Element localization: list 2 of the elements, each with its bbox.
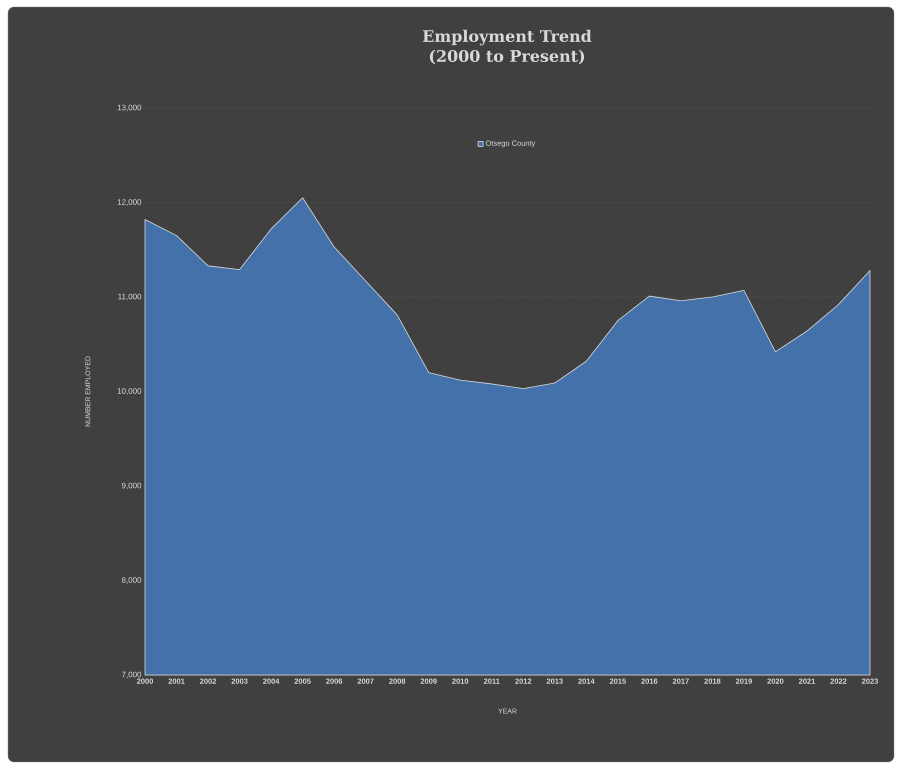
chart-subtitle: (2000 to Present) — [430, 50, 584, 64]
chart-title: Employment Trend — [422, 30, 592, 46]
